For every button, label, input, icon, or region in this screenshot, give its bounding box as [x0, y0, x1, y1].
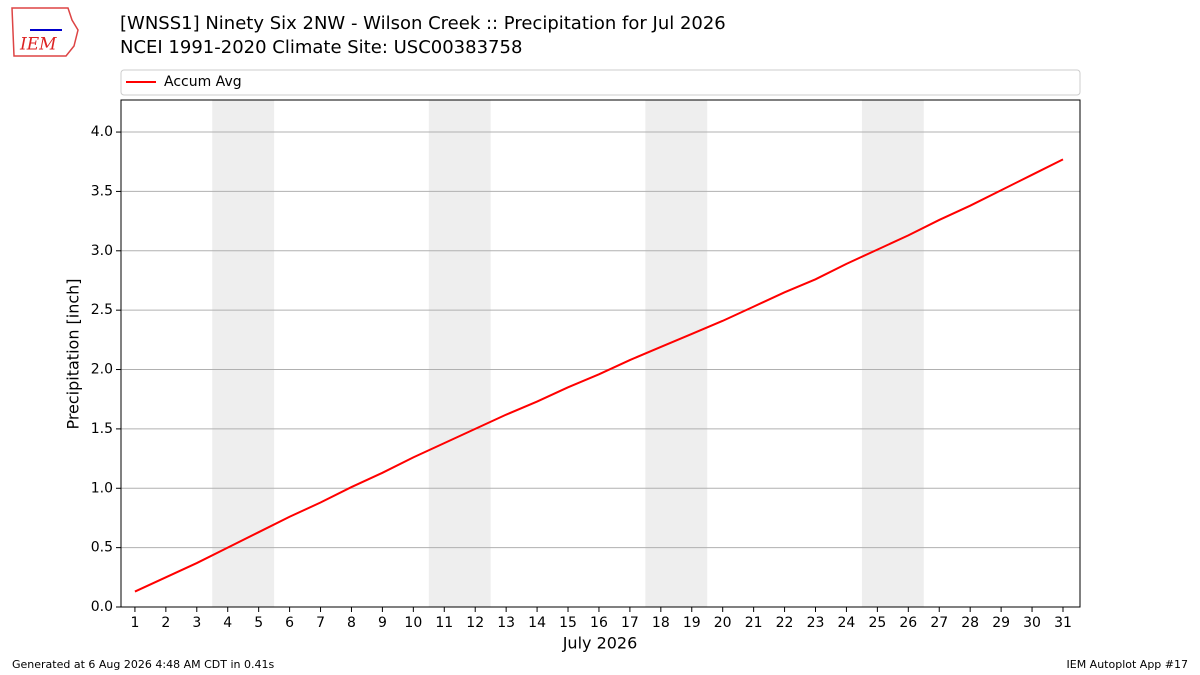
- x-tick-label: 30: [1023, 615, 1041, 631]
- x-tick-label: 3: [192, 615, 201, 631]
- x-tick-label: 10: [404, 615, 422, 631]
- y-tick-label: 0.0: [91, 599, 113, 615]
- weekend-band: [212, 100, 275, 607]
- weekend-band: [645, 100, 708, 607]
- x-tick-label: 4: [223, 615, 232, 631]
- y-tick-label: 1.0: [91, 480, 113, 496]
- x-tick-label: 2: [161, 615, 170, 631]
- logo-text: IEM: [19, 35, 57, 55]
- x-tick-label: 23: [807, 615, 825, 631]
- chart-subtitle: NCEI 1991-2020 Climate Site: USC00383758: [120, 37, 522, 58]
- logo-outline: [11, 7, 79, 57]
- x-tick-label: 11: [435, 615, 453, 631]
- x-tick-label: 26: [899, 615, 917, 631]
- legend-label: Accum Avg: [164, 74, 242, 90]
- x-tick-label: 9: [378, 615, 387, 631]
- x-tick-label: 17: [621, 615, 639, 631]
- data-line: [134, 158, 1064, 593]
- x-tick-label: 16: [590, 615, 608, 631]
- y-tick-label: 2.5: [91, 302, 113, 318]
- x-tick-label: 14: [528, 615, 546, 631]
- footer-left: Generated at 6 Aug 2026 4:48 AM CDT in 0…: [12, 658, 274, 671]
- x-tick-label: 12: [466, 615, 484, 631]
- logo: IEM: [11, 7, 79, 57]
- x-tick-label: 8: [347, 615, 356, 631]
- x-tick-label: 28: [961, 615, 979, 631]
- y-axis-label: Precipitation [inch]: [64, 278, 83, 429]
- x-tick-label: 5: [254, 615, 263, 631]
- x-tick-label: 6: [285, 615, 294, 631]
- x-tick-label: 15: [559, 615, 577, 631]
- y-tick-label: 2.0: [91, 362, 113, 378]
- x-tick-label: 24: [838, 615, 856, 631]
- y-tick-label: 0.5: [91, 540, 113, 556]
- x-tick-label: 25: [868, 615, 886, 631]
- x-tick-label: 22: [776, 615, 794, 631]
- y-tick-label: 3.0: [91, 243, 113, 259]
- y-tick-label: 4.0: [91, 124, 113, 140]
- x-tick-label: 29: [992, 615, 1010, 631]
- y-tick-label: 3.5: [91, 183, 113, 199]
- x-tick-label: 31: [1054, 615, 1072, 631]
- legend-box: [120, 69, 1081, 96]
- y-tick-label: 1.5: [91, 421, 113, 437]
- chart-title: [WNSS1] Ninety Six 2NW - Wilson Creek ::…: [120, 13, 726, 34]
- x-tick-label: 13: [497, 615, 515, 631]
- x-tick-label: 21: [745, 615, 763, 631]
- x-axis-label: July 2026: [562, 634, 638, 653]
- weekend-band: [428, 100, 491, 607]
- footer-right: IEM Autoplot App #17: [1067, 658, 1189, 671]
- x-tick-label: 18: [652, 615, 670, 631]
- x-tick-label: 20: [714, 615, 732, 631]
- weekend-band: [861, 100, 924, 607]
- x-tick-label: 27: [930, 615, 948, 631]
- x-tick-label: 1: [130, 615, 139, 631]
- plot-frame: [120, 99, 1081, 608]
- x-tick-label: 19: [683, 615, 701, 631]
- x-tick-label: 7: [316, 615, 325, 631]
